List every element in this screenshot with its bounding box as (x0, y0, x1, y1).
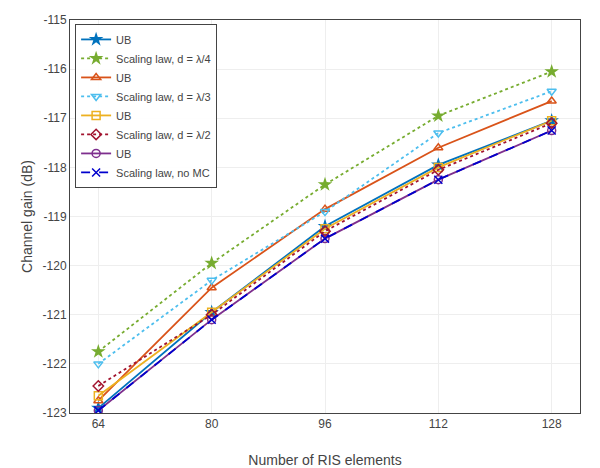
svg-text:112: 112 (429, 417, 448, 431)
svg-text:UB: UB (116, 148, 131, 160)
svg-text:Scaling law, d = λ/4: Scaling law, d = λ/4 (116, 53, 210, 65)
svg-text:-120: -120 (43, 259, 67, 273)
svg-text:Channel gain (dB): Channel gain (dB) (19, 160, 35, 273)
svg-text:-116: -116 (43, 62, 66, 76)
svg-text:UB: UB (116, 72, 131, 84)
svg-text:96: 96 (318, 417, 332, 431)
svg-text:80: 80 (205, 417, 219, 431)
svg-text:64: 64 (92, 417, 106, 431)
svg-text:-122: -122 (43, 357, 67, 371)
svg-text:Number of RIS elements: Number of RIS elements (248, 452, 401, 468)
svg-text:Scaling law, no MC: Scaling law, no MC (116, 167, 210, 179)
svg-text:Scaling law, d = λ/2: Scaling law, d = λ/2 (116, 129, 210, 141)
svg-text:-123: -123 (43, 406, 67, 420)
svg-text:Scaling law, d = λ/3: Scaling law, d = λ/3 (116, 91, 210, 103)
svg-text:-119: -119 (43, 210, 66, 224)
svg-text:-118: -118 (43, 161, 66, 175)
svg-text:UB: UB (116, 34, 131, 46)
svg-text:-121: -121 (43, 308, 67, 322)
svg-text:-117: -117 (43, 111, 66, 125)
svg-text:UB: UB (116, 110, 131, 122)
svg-text:128: 128 (542, 417, 562, 431)
svg-text:-115: -115 (43, 13, 66, 27)
